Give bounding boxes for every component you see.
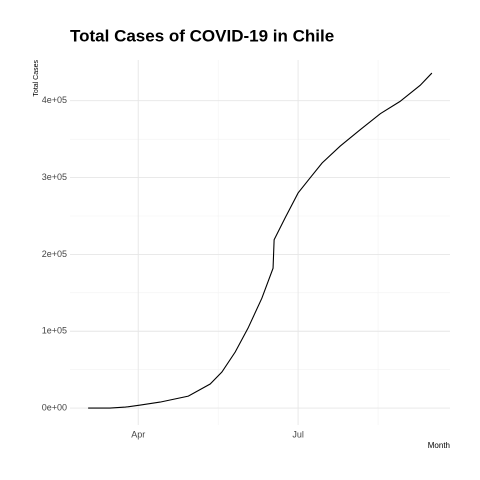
y-tick-label: 0e+00 bbox=[42, 402, 67, 412]
x-axis-title: Month bbox=[428, 441, 450, 450]
line bbox=[88, 72, 433, 409]
y-tick-label: 3e+05 bbox=[42, 172, 67, 182]
y-tick-label: 1e+05 bbox=[42, 326, 67, 336]
y-tick-label: 4e+05 bbox=[42, 95, 67, 105]
x-tick-label: Jul bbox=[292, 429, 304, 439]
y-axis-title: Total Cases bbox=[33, 60, 40, 97]
y-tick-label: 2e+05 bbox=[42, 249, 67, 259]
chart-title: Total Cases of COVID-19 in Chile bbox=[70, 26, 334, 45]
x-tick-label: Apr bbox=[131, 429, 145, 439]
